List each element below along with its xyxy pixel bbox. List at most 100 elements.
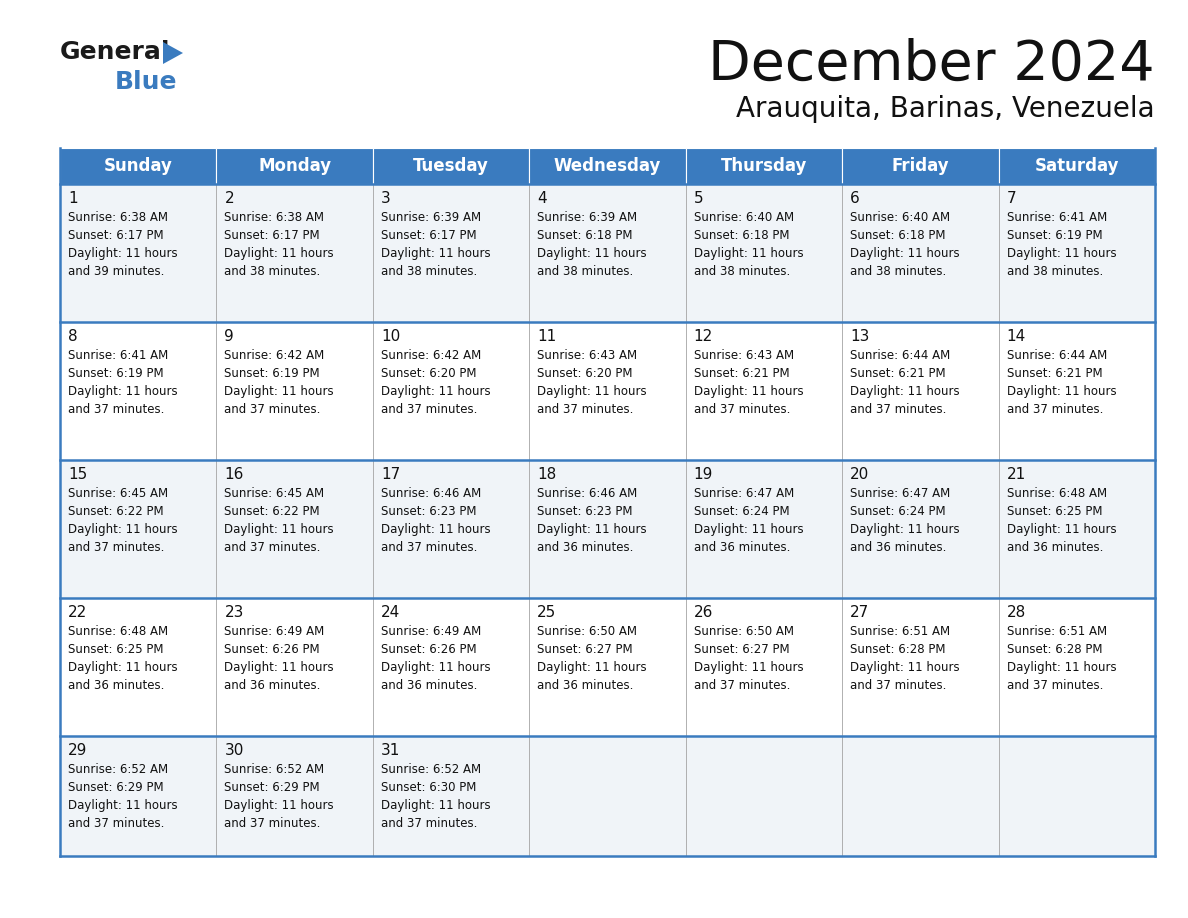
Bar (685, 598, 842, 736)
Bar (216, 184, 373, 322)
Text: Blue: Blue (115, 70, 177, 94)
Text: Sunset: 6:22 PM: Sunset: 6:22 PM (68, 505, 164, 518)
Text: Sunset: 6:18 PM: Sunset: 6:18 PM (537, 229, 633, 242)
Text: Daylight: 11 hours: Daylight: 11 hours (1006, 523, 1117, 536)
Text: Sunset: 6:17 PM: Sunset: 6:17 PM (225, 229, 320, 242)
Text: Sunrise: 6:45 AM: Sunrise: 6:45 AM (68, 487, 169, 500)
Text: Daylight: 11 hours: Daylight: 11 hours (381, 385, 491, 398)
Text: 29: 29 (68, 743, 88, 758)
Text: 13: 13 (851, 329, 870, 344)
Text: Sunset: 6:23 PM: Sunset: 6:23 PM (537, 505, 633, 518)
Text: Sunset: 6:21 PM: Sunset: 6:21 PM (694, 367, 789, 380)
Text: Sunrise: 6:50 AM: Sunrise: 6:50 AM (694, 625, 794, 638)
Bar (842, 598, 999, 736)
Text: Sunrise: 6:43 AM: Sunrise: 6:43 AM (537, 349, 638, 362)
Bar (999, 598, 1155, 736)
Text: 27: 27 (851, 605, 870, 620)
Text: and 37 minutes.: and 37 minutes. (1006, 679, 1102, 692)
Text: and 37 minutes.: and 37 minutes. (694, 679, 790, 692)
Bar (530, 148, 685, 184)
Text: and 37 minutes.: and 37 minutes. (225, 541, 321, 554)
Text: Daylight: 11 hours: Daylight: 11 hours (225, 385, 334, 398)
Text: Daylight: 11 hours: Daylight: 11 hours (68, 523, 178, 536)
Text: Sunrise: 6:41 AM: Sunrise: 6:41 AM (68, 349, 169, 362)
Bar (373, 598, 530, 736)
Bar (530, 184, 685, 322)
Text: Sunrise: 6:50 AM: Sunrise: 6:50 AM (537, 625, 637, 638)
Text: 7: 7 (1006, 191, 1016, 206)
Text: Sunrise: 6:38 AM: Sunrise: 6:38 AM (225, 211, 324, 224)
Bar (61, 598, 216, 736)
Text: 11: 11 (537, 329, 556, 344)
Bar (999, 736, 1155, 856)
Text: and 38 minutes.: and 38 minutes. (1006, 265, 1102, 278)
Text: Sunset: 6:28 PM: Sunset: 6:28 PM (851, 643, 946, 656)
Text: 17: 17 (381, 467, 400, 482)
Text: Sunset: 6:22 PM: Sunset: 6:22 PM (225, 505, 320, 518)
Text: Sunrise: 6:48 AM: Sunrise: 6:48 AM (1006, 487, 1107, 500)
Text: Sunset: 6:21 PM: Sunset: 6:21 PM (1006, 367, 1102, 380)
Text: Sunset: 6:24 PM: Sunset: 6:24 PM (694, 505, 789, 518)
Text: Sunset: 6:19 PM: Sunset: 6:19 PM (1006, 229, 1102, 242)
Text: and 37 minutes.: and 37 minutes. (68, 541, 164, 554)
Text: Sunset: 6:17 PM: Sunset: 6:17 PM (381, 229, 476, 242)
Bar (842, 184, 999, 322)
Text: Daylight: 11 hours: Daylight: 11 hours (851, 661, 960, 674)
Text: and 37 minutes.: and 37 minutes. (68, 817, 164, 830)
Bar (373, 148, 530, 184)
Text: Sunrise: 6:44 AM: Sunrise: 6:44 AM (851, 349, 950, 362)
Bar (373, 184, 530, 322)
Text: Daylight: 11 hours: Daylight: 11 hours (381, 799, 491, 812)
Text: Sunrise: 6:41 AM: Sunrise: 6:41 AM (1006, 211, 1107, 224)
Text: 28: 28 (1006, 605, 1025, 620)
Text: Daylight: 11 hours: Daylight: 11 hours (537, 385, 647, 398)
Bar (685, 460, 842, 598)
Bar (842, 148, 999, 184)
Text: 10: 10 (381, 329, 400, 344)
Text: Sunset: 6:18 PM: Sunset: 6:18 PM (851, 229, 946, 242)
Text: 19: 19 (694, 467, 713, 482)
Text: Sunrise: 6:47 AM: Sunrise: 6:47 AM (851, 487, 950, 500)
Text: Sunrise: 6:42 AM: Sunrise: 6:42 AM (225, 349, 324, 362)
Text: Tuesday: Tuesday (413, 157, 489, 175)
Text: Sunset: 6:30 PM: Sunset: 6:30 PM (381, 781, 476, 794)
Bar (373, 736, 530, 856)
Bar (685, 322, 842, 460)
Text: Sunrise: 6:51 AM: Sunrise: 6:51 AM (851, 625, 950, 638)
Text: Sunrise: 6:52 AM: Sunrise: 6:52 AM (68, 763, 169, 776)
Text: Daylight: 11 hours: Daylight: 11 hours (68, 385, 178, 398)
Text: Thursday: Thursday (721, 157, 807, 175)
Text: 8: 8 (68, 329, 77, 344)
Bar (999, 148, 1155, 184)
Text: Sunset: 6:29 PM: Sunset: 6:29 PM (68, 781, 164, 794)
Text: and 37 minutes.: and 37 minutes. (851, 403, 947, 416)
Text: Sunset: 6:23 PM: Sunset: 6:23 PM (381, 505, 476, 518)
Text: Saturday: Saturday (1035, 157, 1119, 175)
Text: Sunday: Sunday (103, 157, 172, 175)
Text: Daylight: 11 hours: Daylight: 11 hours (68, 799, 178, 812)
Bar (216, 322, 373, 460)
Text: Daylight: 11 hours: Daylight: 11 hours (225, 661, 334, 674)
Bar (216, 736, 373, 856)
Text: Sunset: 6:20 PM: Sunset: 6:20 PM (381, 367, 476, 380)
Text: Sunset: 6:27 PM: Sunset: 6:27 PM (537, 643, 633, 656)
Text: Sunset: 6:29 PM: Sunset: 6:29 PM (225, 781, 320, 794)
Text: Sunrise: 6:39 AM: Sunrise: 6:39 AM (537, 211, 638, 224)
Text: Daylight: 11 hours: Daylight: 11 hours (225, 523, 334, 536)
Text: 21: 21 (1006, 467, 1025, 482)
Text: and 37 minutes.: and 37 minutes. (225, 403, 321, 416)
Text: 4: 4 (537, 191, 546, 206)
Text: 9: 9 (225, 329, 234, 344)
Text: Sunset: 6:26 PM: Sunset: 6:26 PM (225, 643, 320, 656)
Text: and 36 minutes.: and 36 minutes. (537, 679, 633, 692)
Text: and 37 minutes.: and 37 minutes. (1006, 403, 1102, 416)
Text: Arauquita, Barinas, Venezuela: Arauquita, Barinas, Venezuela (737, 95, 1155, 123)
Text: Sunrise: 6:45 AM: Sunrise: 6:45 AM (225, 487, 324, 500)
Text: Sunrise: 6:47 AM: Sunrise: 6:47 AM (694, 487, 794, 500)
Text: December 2024: December 2024 (708, 38, 1155, 92)
Bar (685, 184, 842, 322)
Text: Sunset: 6:21 PM: Sunset: 6:21 PM (851, 367, 946, 380)
Bar (61, 322, 216, 460)
Text: and 36 minutes.: and 36 minutes. (537, 541, 633, 554)
Text: 2: 2 (225, 191, 234, 206)
